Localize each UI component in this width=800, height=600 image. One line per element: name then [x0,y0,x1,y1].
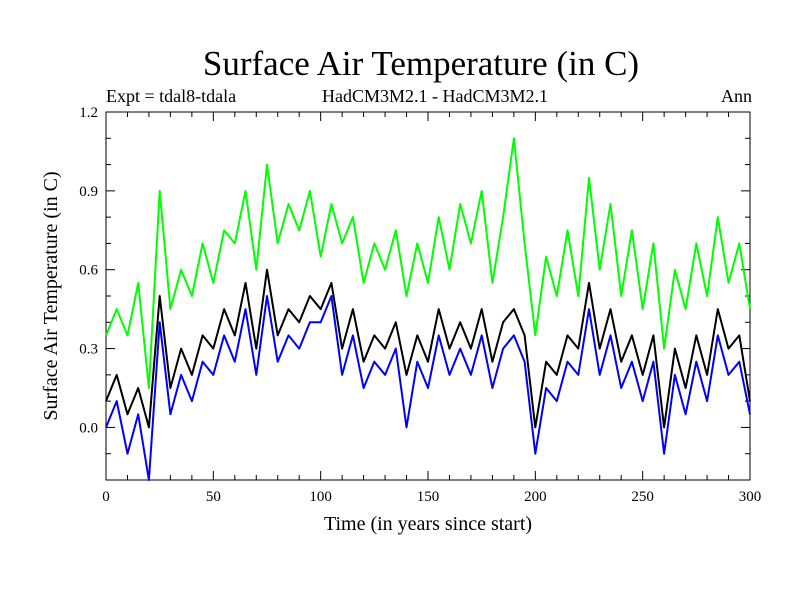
x-tick-label: 150 [417,489,440,505]
y-tick-label: 0.9 [79,184,98,200]
y-tick-label: 1.2 [79,105,98,121]
x-axis-label: Time (in years since start) [324,513,532,535]
x-tick-label: 50 [206,489,221,505]
x-tick-label: 200 [524,489,547,505]
x-tick-label: 100 [309,489,332,505]
x-tick-label: 0 [102,489,110,505]
plot-frame [105,111,751,481]
y-tick-label: 0.0 [79,420,98,436]
series-line-blue [105,295,751,481]
y-tick-label: 0.3 [79,342,98,358]
period-label: Ann [721,86,752,106]
x-tick-label: 300 [739,489,762,505]
axis-ticks: 0 50 100 150 200 250 300 0.0 0.3 0.6 0.9 1.2 [79,105,761,505]
model-label: HadCM3M2.1 - HadCM3M2.1 [321,86,548,106]
series-group [105,137,751,481]
y-axis-label: Surface Air Temperature (in C) [40,171,62,420]
x-tick-label: 250 [631,489,654,505]
y-tick-label: 0.6 [79,263,98,279]
series-line-black [105,268,751,429]
experiment-label: Expt = tdal8-tdala [106,86,237,106]
series-line-green [105,137,751,389]
chart-title: Surface Air Temperature (in C) [202,44,640,83]
